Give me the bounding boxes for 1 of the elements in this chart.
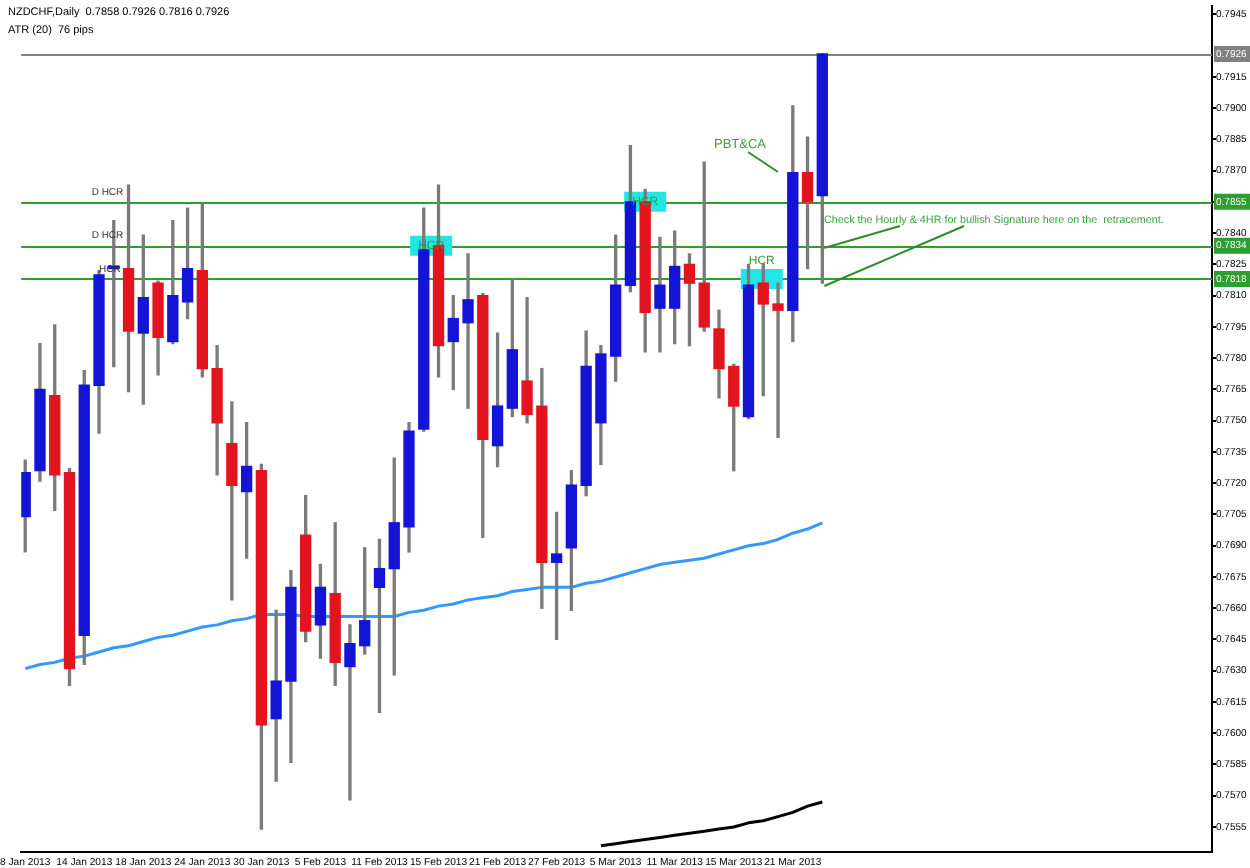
candlestick (226, 401, 238, 601)
